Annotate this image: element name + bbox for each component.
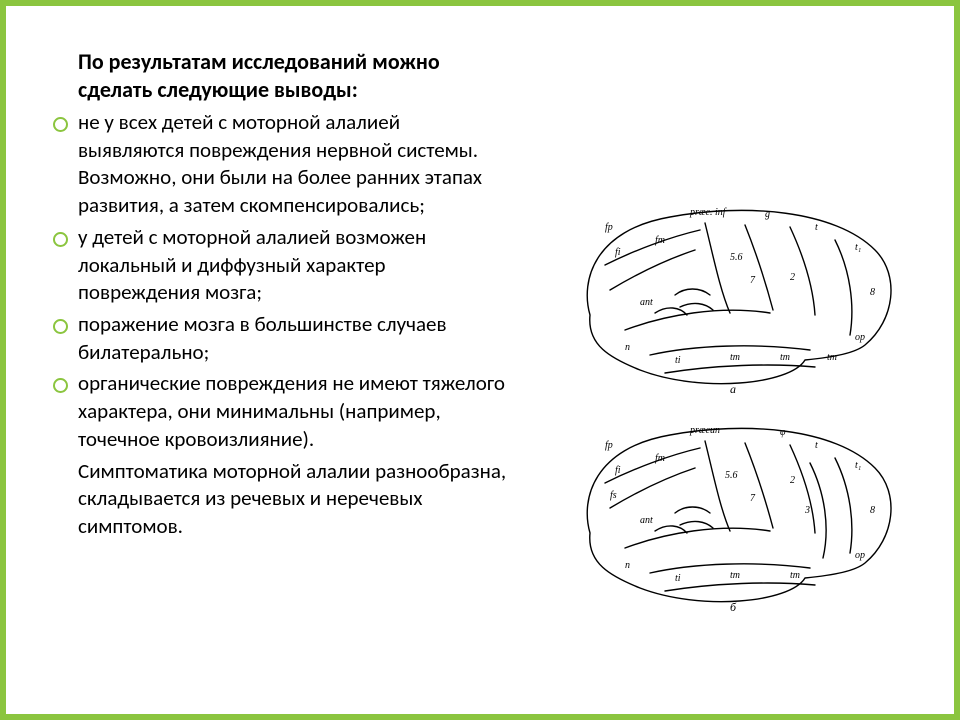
svg-text:fi: fi (615, 465, 621, 476)
svg-text:fp: fp (605, 222, 613, 233)
svg-text:tm: tm (827, 352, 837, 363)
svg-text:g: g (765, 209, 770, 220)
diagram-column: fp præc. inf g fi fm t t₁ 8 5.6 7 2 ant … (530, 48, 930, 690)
brain-diagram-bottom: fp præcun φ fi fm fs t t₁ 8 5.6 7 2 3 an… (555, 413, 905, 613)
svg-text:tm: tm (780, 352, 790, 363)
svg-text:fm: fm (655, 235, 665, 246)
diagram-caption-a: а (730, 382, 736, 395)
svg-text:præcun: præcun (689, 425, 720, 436)
svg-text:fp: fp (605, 440, 613, 451)
bullet-list: не у всех детей с моторной алалией выявл… (50, 109, 510, 454)
svg-text:2: 2 (790, 475, 795, 486)
svg-text:7: 7 (750, 493, 756, 504)
svg-text:t₁: t₁ (855, 460, 861, 471)
diagram-caption-b: б (730, 600, 737, 613)
svg-text:fi: fi (615, 247, 621, 258)
svg-text:φ: φ (780, 427, 786, 438)
svg-text:n: n (625, 342, 630, 353)
svg-text:8: 8 (870, 287, 875, 298)
svg-text:fs: fs (610, 490, 617, 501)
svg-text:5.6: 5.6 (730, 252, 743, 263)
brain-sketch-icon: fp præc. inf g fi fm t t₁ 8 5.6 7 2 ant … (555, 195, 905, 395)
svg-text:tm: tm (790, 570, 800, 581)
svg-text:ti: ti (675, 355, 681, 366)
svg-text:t: t (815, 440, 818, 451)
svg-text:fm: fm (655, 453, 665, 464)
list-item: органические повреждения не имеют тяжело… (50, 370, 510, 453)
svg-text:ant: ant (640, 297, 653, 308)
svg-text:5.6: 5.6 (725, 470, 738, 481)
content-row: По результатам исследований можно сделат… (50, 48, 930, 690)
svg-text:t: t (815, 222, 818, 233)
svg-text:2: 2 (790, 272, 795, 283)
list-item: не у всех детей с моторной алалией выявл… (50, 109, 510, 220)
svg-text:7: 7 (750, 275, 756, 286)
list-item: у детей с моторной алалией возможен лока… (50, 224, 510, 307)
svg-text:ant: ant (640, 515, 653, 526)
svg-text:tm: tm (730, 570, 740, 581)
svg-text:præc. inf: præc. inf (689, 207, 727, 218)
brain-diagram-top: fp præc. inf g fi fm t t₁ 8 5.6 7 2 ant … (555, 195, 905, 395)
closing-paragraph: Симптоматика моторной алалии разнообразн… (78, 458, 510, 541)
svg-text:8: 8 (870, 505, 875, 516)
svg-text:t₁: t₁ (855, 242, 861, 253)
brain-sketch-icon: fp præcun φ fi fm fs t t₁ 8 5.6 7 2 3 an… (555, 413, 905, 613)
list-item: поражение мозга в большинстве случаев би… (50, 311, 510, 366)
svg-text:op: op (855, 550, 865, 561)
text-column: По результатам исследований можно сделат… (50, 48, 510, 690)
svg-text:n: n (625, 560, 630, 571)
svg-text:ti: ti (675, 573, 681, 584)
slide: По результатам исследований можно сделат… (0, 0, 960, 720)
svg-text:3: 3 (804, 505, 810, 516)
svg-text:tm: tm (730, 352, 740, 363)
slide-heading: По результатам исследований можно сделат… (78, 48, 510, 103)
svg-text:op: op (855, 332, 865, 343)
